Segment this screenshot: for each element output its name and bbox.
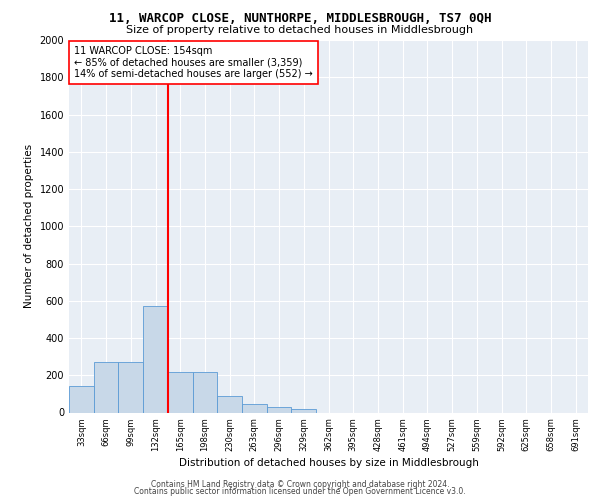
Text: 11, WARCOP CLOSE, NUNTHORPE, MIDDLESBROUGH, TS7 0QH: 11, WARCOP CLOSE, NUNTHORPE, MIDDLESBROU… — [109, 12, 491, 26]
Bar — [217, 396, 242, 412]
Bar — [193, 372, 217, 412]
Bar — [143, 306, 168, 412]
Bar — [267, 407, 292, 412]
Bar — [292, 409, 316, 412]
Text: Size of property relative to detached houses in Middlesbrough: Size of property relative to detached ho… — [127, 25, 473, 35]
X-axis label: Distribution of detached houses by size in Middlesbrough: Distribution of detached houses by size … — [179, 458, 478, 468]
Text: Contains public sector information licensed under the Open Government Licence v3: Contains public sector information licen… — [134, 487, 466, 496]
Bar — [118, 362, 143, 412]
Text: 11 WARCOP CLOSE: 154sqm
← 85% of detached houses are smaller (3,359)
14% of semi: 11 WARCOP CLOSE: 154sqm ← 85% of detache… — [74, 46, 313, 79]
Bar — [94, 362, 118, 412]
Y-axis label: Number of detached properties: Number of detached properties — [24, 144, 34, 308]
Bar — [168, 372, 193, 412]
Text: Contains HM Land Registry data © Crown copyright and database right 2024.: Contains HM Land Registry data © Crown c… — [151, 480, 449, 489]
Bar — [242, 404, 267, 412]
Bar — [69, 386, 94, 412]
